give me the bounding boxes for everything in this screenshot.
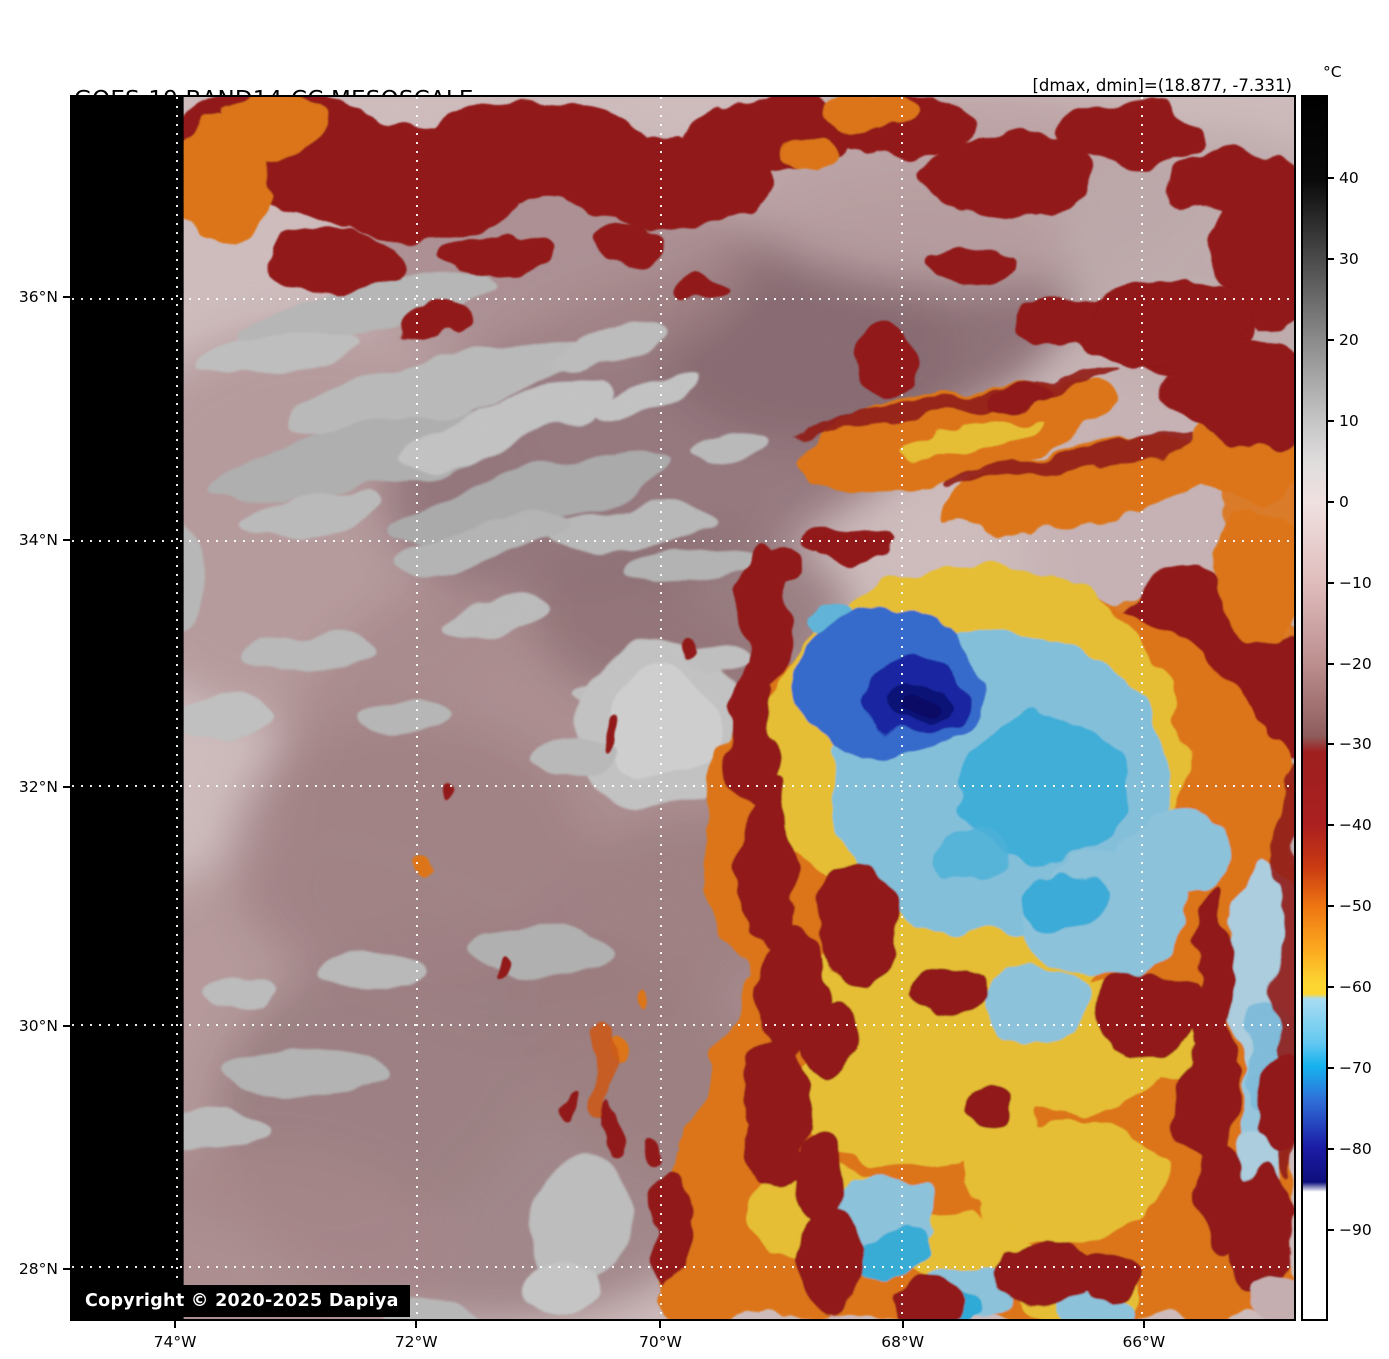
longitude-axis: 74°W 72°W 70°W 68°W 66°W	[70, 1321, 1296, 1359]
lat-label: 34°N	[18, 531, 58, 550]
colorbar-tick-label: −60	[1339, 978, 1372, 996]
lon-label: 68°W	[881, 1333, 925, 1351]
lon-tickmark	[1142, 1321, 1145, 1328]
colorbar-ticks: 40 30 20 10 0 −10 −20 −30 −40 −50 −60 −70 −80 −90	[1328, 95, 1388, 1321]
colorbar-tick-label: 30	[1339, 250, 1359, 269]
colorbar-tickmark	[1328, 743, 1334, 746]
map-plot: Copyright © 2020-2025 Dapiya	[70, 95, 1296, 1321]
no-data-black-strip	[72, 97, 184, 1319]
colorbar-gradient	[1303, 97, 1326, 1319]
colorbar-tick-label: −70	[1339, 1058, 1372, 1077]
lon-label: 72°W	[394, 1333, 438, 1351]
lat-label: 30°N	[18, 1016, 58, 1035]
colorbar-tick-label: −10	[1339, 573, 1372, 592]
lat-label: 28°N	[18, 1260, 58, 1279]
satellite-image	[72, 97, 1294, 1319]
lat-tickmark	[63, 539, 70, 542]
colorbar-tick-label: −80	[1339, 1139, 1372, 1158]
lat-tickmark	[63, 1268, 70, 1271]
lat-tickmark	[63, 1024, 70, 1027]
latitude-axis: 36°N 34°N 32°N 30°N 28°N	[0, 95, 70, 1321]
colorbar-tickmark	[1328, 500, 1334, 503]
colorbar-tickmark	[1328, 1066, 1334, 1069]
colorbar-tickmark	[1328, 1228, 1334, 1231]
colorbar-tickmark	[1328, 258, 1334, 261]
lon-tickmark	[659, 1321, 662, 1328]
lon-label: 66°W	[1122, 1333, 1166, 1351]
colorbar-tick-label: −20	[1339, 654, 1372, 673]
colorbar-tick-label: −50	[1339, 897, 1372, 916]
colorbar-tick-label: 40	[1339, 169, 1359, 188]
colorbar-tickmark	[1328, 177, 1334, 180]
colorbar-tick-label: −40	[1339, 816, 1372, 835]
colorbar-tick-label: 10	[1339, 411, 1359, 430]
dmax-dmin-readout: [dmax, dmin]=(18.877, -7.331)	[1032, 76, 1293, 95]
colorbar	[1301, 95, 1328, 1321]
lat-label: 32°N	[18, 777, 58, 796]
lat-tickmark	[63, 785, 70, 788]
colorbar-tickmark	[1328, 824, 1334, 827]
image-noise-grain	[72, 97, 1294, 1319]
colorbar-tick-label: 0	[1339, 492, 1349, 511]
colorbar-tickmark	[1328, 662, 1334, 665]
colorbar-tick-label: −30	[1339, 735, 1372, 754]
colorbar-tickmark	[1328, 905, 1334, 908]
colorbar-tickmark	[1328, 1147, 1334, 1150]
lon-tickmark	[901, 1321, 904, 1328]
colorbar-tickmark	[1328, 581, 1334, 584]
lon-label: 74°W	[153, 1333, 197, 1351]
copyright-badge: Copyright © 2020-2025 Dapiya	[74, 1285, 410, 1317]
lon-label: 70°W	[639, 1333, 682, 1351]
colorbar-tickmark	[1328, 339, 1334, 342]
lat-tickmark	[63, 296, 70, 299]
lon-tickmark	[415, 1321, 418, 1328]
colorbar-tick-label: −90	[1339, 1220, 1372, 1239]
colorbar-tick-label: 20	[1339, 331, 1359, 350]
lat-label: 36°N	[18, 288, 58, 307]
colorbar-unit: °C	[1323, 63, 1342, 81]
lon-tickmark	[174, 1321, 177, 1328]
colorbar-tickmark	[1328, 419, 1334, 422]
colorbar-tickmark	[1328, 986, 1334, 988]
